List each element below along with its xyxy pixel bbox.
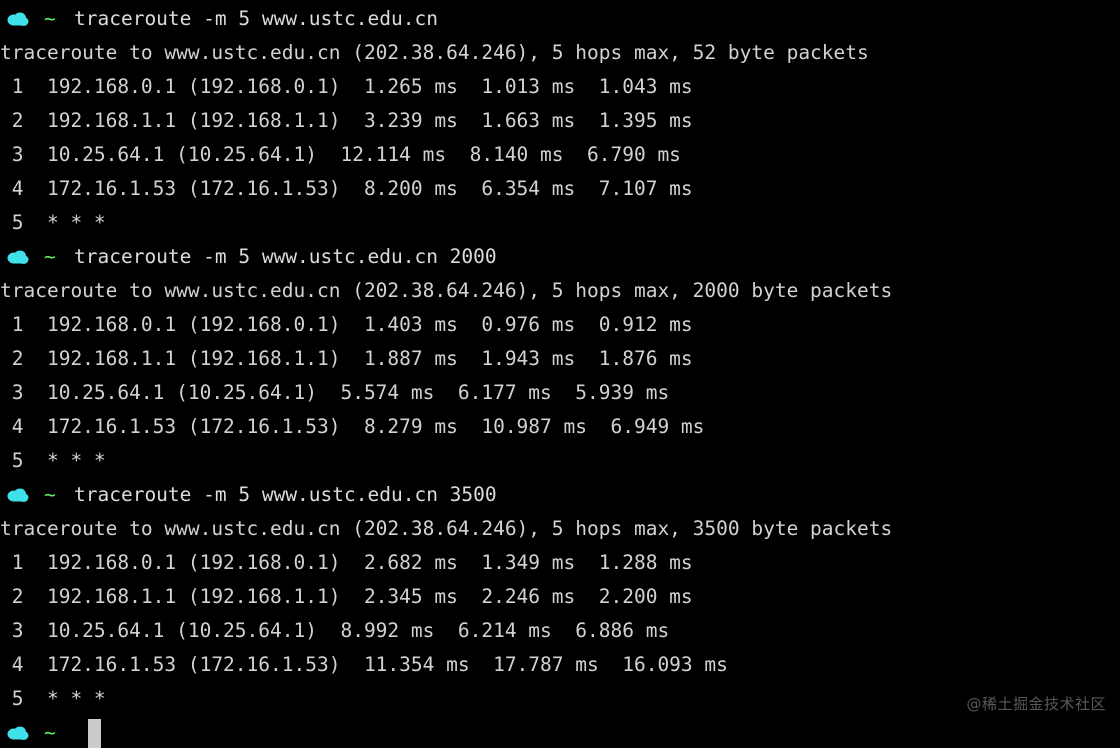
output-header: traceroute to www.ustc.edu.cn (202.38.64… [0, 517, 893, 540]
traceroute-hop-row: 1 192.168.0.1 (192.168.0.1) 2.682 ms 1.3… [0, 551, 693, 574]
traceroute-hop-row: 4 172.16.1.53 (172.16.1.53) 11.354 ms 17… [0, 653, 728, 676]
prompt-line[interactable]: ~ traceroute -m 5 www.ustc.edu.cn 3500 [0, 478, 1120, 512]
prompt-path: ~ [44, 721, 56, 744]
traceroute-hop-row: 5 * * * [0, 449, 106, 472]
watermark: @稀土掘金技术社区 [966, 695, 1106, 713]
command-text[interactable]: traceroute -m 5 www.ustc.edu.cn 2000 [74, 245, 497, 268]
traceroute-hop-row: 4 172.16.1.53 (172.16.1.53) 8.279 ms 10.… [0, 415, 705, 438]
cloud-icon [0, 2, 30, 36]
cloud-icon [0, 240, 30, 274]
cloud-icon [0, 716, 30, 748]
traceroute-hop-row: 5 * * * [0, 211, 106, 234]
active-prompt-line[interactable]: ~ [0, 716, 1120, 748]
output-header: traceroute to www.ustc.edu.cn (202.38.64… [0, 41, 869, 64]
output-header: traceroute to www.ustc.edu.cn (202.38.64… [0, 279, 893, 302]
traceroute-hop-row: 3 10.25.64.1 (10.25.64.1) 12.114 ms 8.14… [0, 143, 681, 166]
traceroute-hop-row: 5 * * * [0, 687, 106, 710]
traceroute-hop-row: 2 192.168.1.1 (192.168.1.1) 3.239 ms 1.6… [0, 109, 693, 132]
traceroute-hop-row: 3 10.25.64.1 (10.25.64.1) 8.992 ms 6.214… [0, 619, 670, 642]
prompt-line[interactable]: ~ traceroute -m 5 www.ustc.edu.cn [0, 2, 1120, 36]
traceroute-hop-row: 3 10.25.64.1 (10.25.64.1) 5.574 ms 6.177… [0, 381, 670, 404]
traceroute-hop-row: 1 192.168.0.1 (192.168.0.1) 1.403 ms 0.9… [0, 313, 693, 336]
traceroute-hop-row: 1 192.168.0.1 (192.168.0.1) 1.265 ms 1.0… [0, 75, 693, 98]
cloud-icon [0, 478, 30, 512]
traceroute-hop-row: 2 192.168.1.1 (192.168.1.1) 2.345 ms 2.2… [0, 585, 693, 608]
text-cursor[interactable] [88, 718, 101, 748]
prompt-line[interactable]: ~ traceroute -m 5 www.ustc.edu.cn 2000 [0, 240, 1120, 274]
prompt-path: ~ [44, 483, 56, 506]
command-text[interactable]: traceroute -m 5 www.ustc.edu.cn 3500 [74, 483, 497, 506]
prompt-path: ~ [44, 245, 56, 268]
traceroute-hop-row: 4 172.16.1.53 (172.16.1.53) 8.200 ms 6.3… [0, 177, 693, 200]
command-text[interactable]: traceroute -m 5 www.ustc.edu.cn [74, 7, 438, 30]
prompt-path: ~ [44, 7, 56, 30]
traceroute-hop-row: 2 192.168.1.1 (192.168.1.1) 1.887 ms 1.9… [0, 347, 693, 370]
